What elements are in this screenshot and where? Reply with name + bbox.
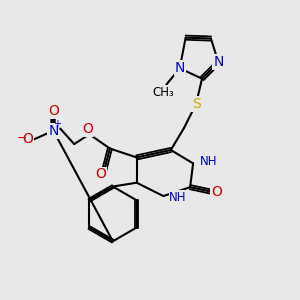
Text: −: −: [17, 132, 27, 145]
Text: NH: NH: [200, 155, 217, 168]
Text: +: +: [53, 119, 61, 129]
Text: O: O: [49, 104, 59, 118]
Text: N: N: [48, 124, 59, 138]
Text: S: S: [192, 97, 200, 111]
Text: O: O: [82, 122, 93, 136]
Text: O: O: [95, 167, 106, 182]
Text: N: N: [175, 61, 185, 75]
Text: CH₃: CH₃: [152, 85, 174, 98]
Text: N: N: [213, 55, 224, 69]
Text: O: O: [211, 184, 222, 199]
Text: NH: NH: [169, 191, 187, 204]
Text: O: O: [23, 132, 34, 146]
